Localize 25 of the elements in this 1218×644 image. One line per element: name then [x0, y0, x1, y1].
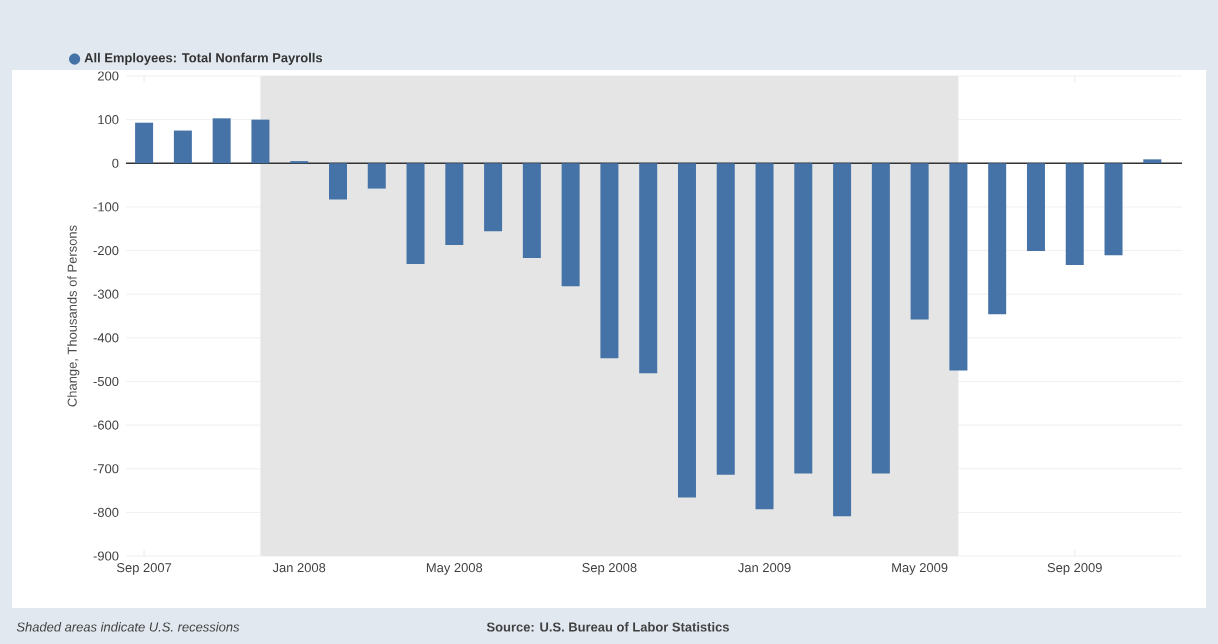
bar	[1104, 163, 1123, 256]
bar	[1026, 163, 1045, 251]
bar	[367, 163, 386, 189]
bar	[639, 163, 658, 374]
bar	[251, 119, 270, 164]
bar	[949, 163, 968, 371]
bar	[794, 163, 813, 474]
bar	[988, 163, 1007, 315]
bar	[135, 122, 154, 164]
bar	[1065, 163, 1084, 265]
bar	[328, 163, 347, 200]
bar	[484, 163, 503, 232]
bar	[677, 163, 696, 498]
bar	[600, 163, 619, 359]
bar	[755, 163, 774, 510]
bar	[173, 130, 192, 164]
bar	[406, 163, 425, 265]
bar	[871, 163, 890, 474]
bar	[445, 163, 464, 245]
bar	[833, 163, 852, 517]
bar	[561, 163, 580, 287]
bar	[212, 118, 231, 164]
bar	[716, 163, 735, 475]
bar	[522, 163, 541, 258]
bar	[910, 163, 929, 320]
